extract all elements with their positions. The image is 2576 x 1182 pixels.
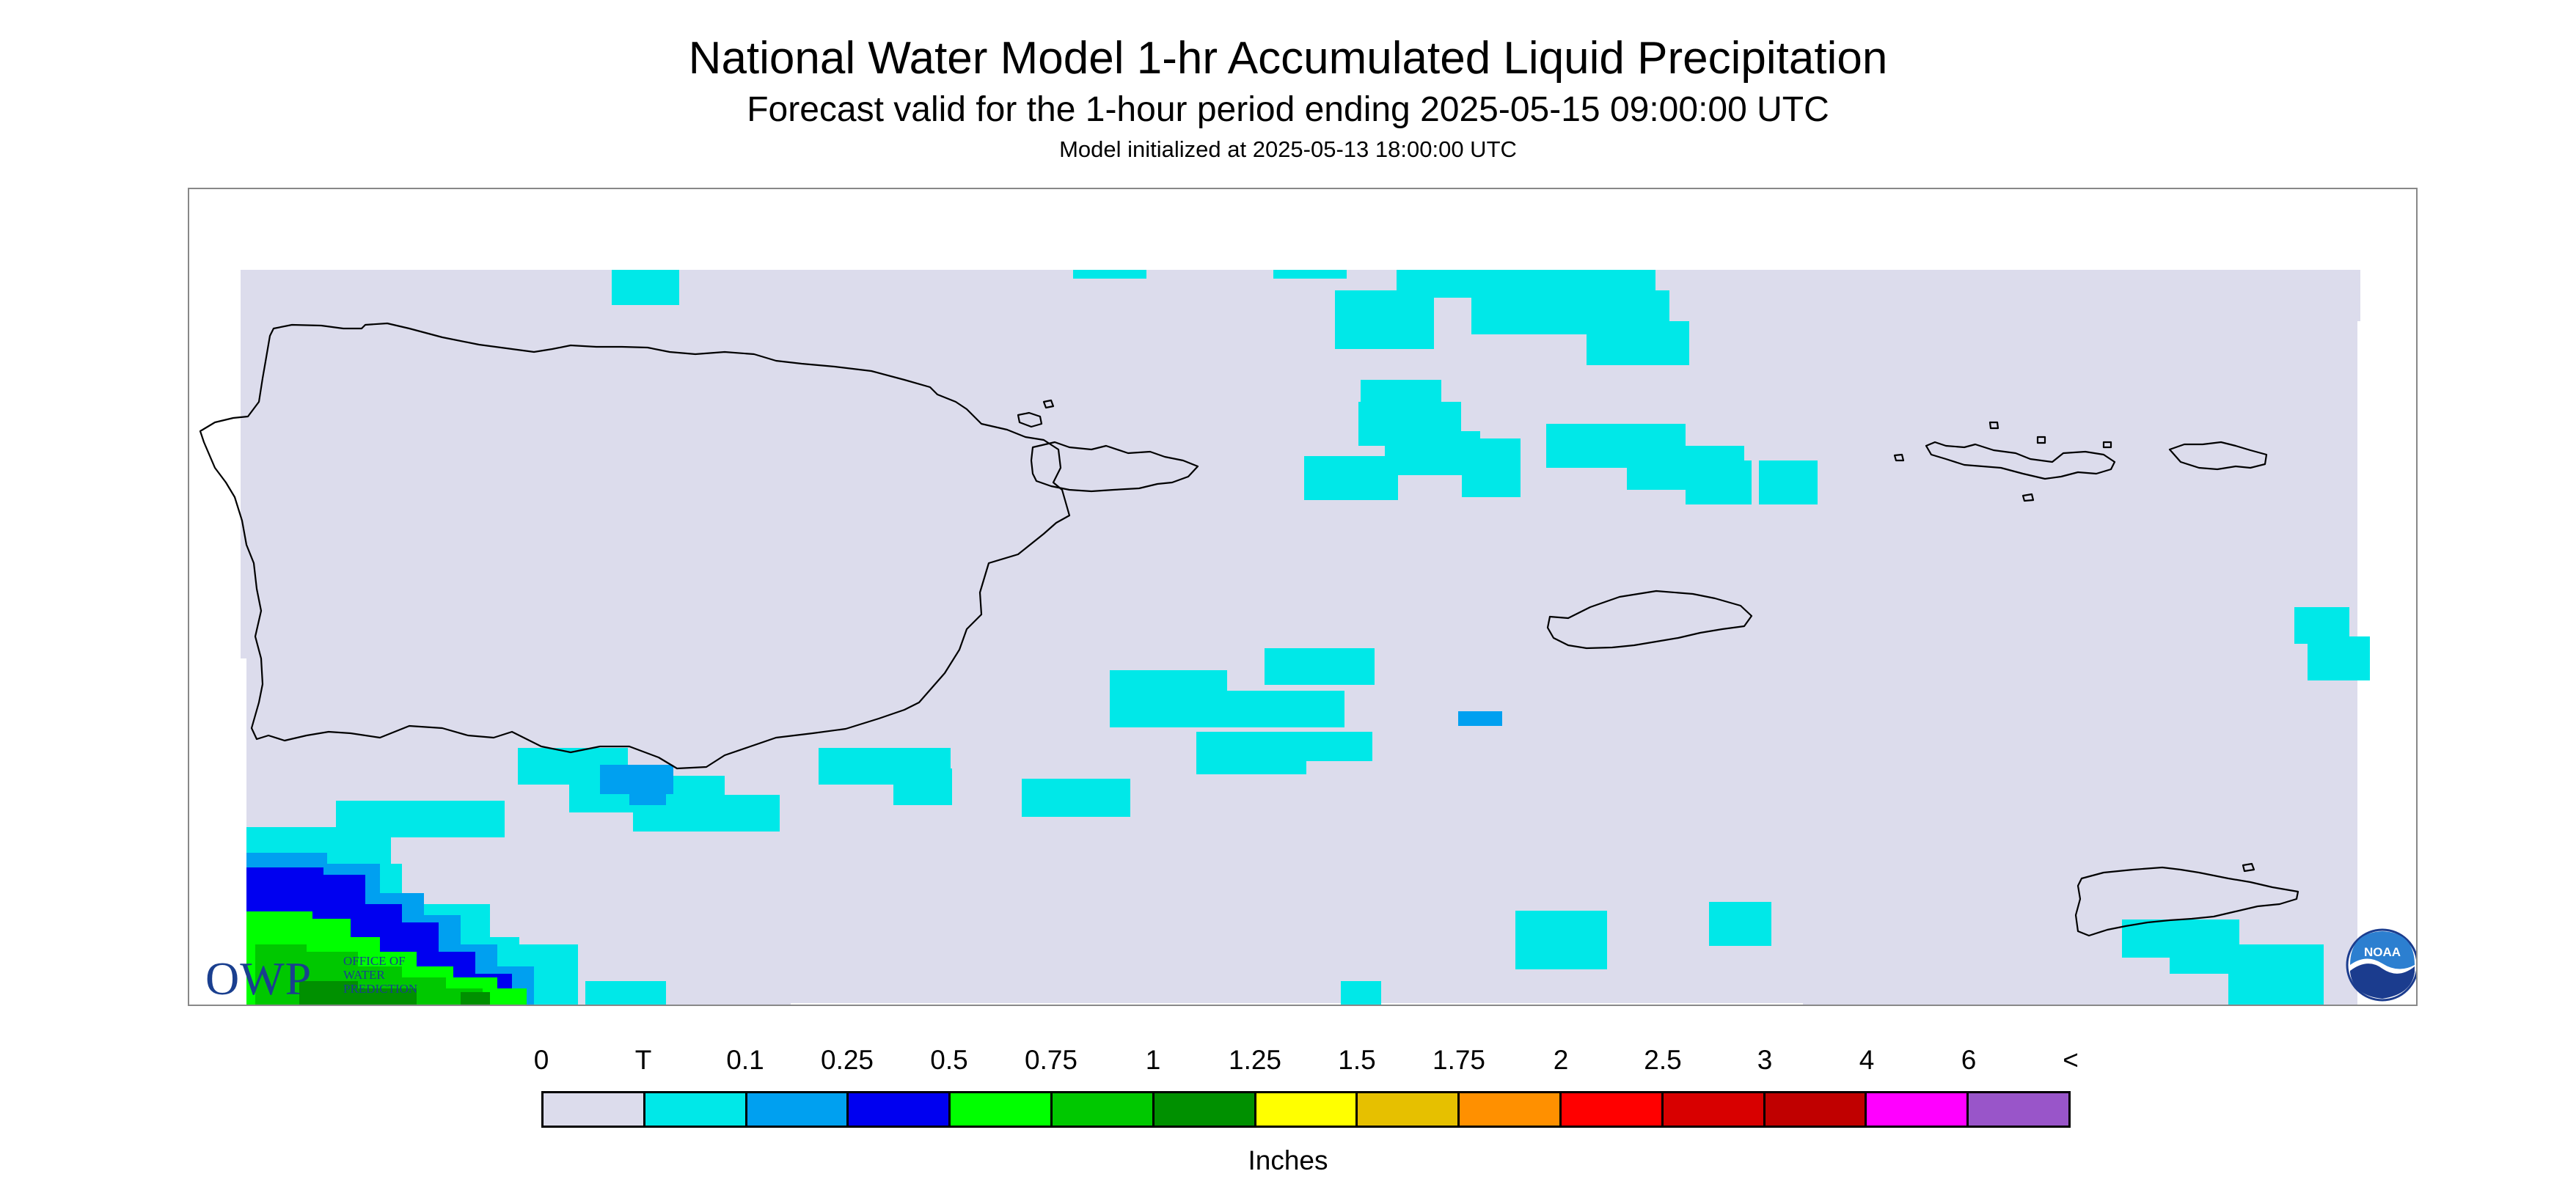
- trace-precip-cell: [2308, 636, 2370, 680]
- colorbar-swatch: [951, 1093, 1053, 1126]
- colorbar-tick-label: 1.25: [1228, 1045, 1282, 1075]
- colorbar-swatch: [1358, 1093, 1460, 1126]
- dark-green-precip-cell: [299, 981, 358, 1005]
- coastline-culebra: [1030, 441, 1199, 493]
- trace-precip-cell: [1678, 460, 1752, 490]
- trace-precip-cell: [2228, 966, 2324, 1005]
- colorbar-tick-label: 1.5: [1338, 1045, 1376, 1075]
- colorbar-swatch: [1765, 1093, 1867, 1126]
- coastline-buck-island: [2242, 862, 2255, 873]
- trace-precip-cell: [1587, 321, 1689, 365]
- coastline-st-croix: [2074, 866, 2299, 937]
- owp-logo-line2: WATER: [343, 968, 385, 982]
- colorbar-tick-label: 0.75: [1024, 1045, 1078, 1075]
- colorbar-unit-label: Inches: [1248, 1145, 1328, 1175]
- coastlines: [199, 322, 2299, 937]
- coastline-small-cay: [1042, 399, 1055, 409]
- trace-precip-cell: [1515, 911, 1607, 969]
- precip-domain-background: [241, 270, 2360, 1005]
- light-precip-cell: [629, 776, 666, 805]
- colorbar-tick-label: <: [2063, 1045, 2079, 1075]
- trace-precip-cell: [446, 805, 447, 806]
- forecast-valid-subtitle: Forecast valid for the 1-hour period end…: [747, 90, 1829, 129]
- coastline-cays-vi: [1893, 421, 2112, 502]
- map-canvas: [199, 270, 2370, 1005]
- colorbar-tick-label: 0.5: [930, 1045, 968, 1075]
- chart-title: National Water Model 1-hr Accumulated Li…: [688, 33, 1888, 84]
- precipitation-field: [241, 270, 2370, 1005]
- trace-precip-cell: [1265, 648, 1375, 685]
- coastline-culebra-vieques-west: [1017, 411, 1043, 428]
- colorbar-tick-label: 6: [1961, 1045, 1977, 1075]
- noaa-logo-text: NOAA: [2364, 945, 2401, 959]
- owp-logo-acronym: OWP: [205, 952, 312, 1005]
- colorbar-swatch: [1867, 1093, 1969, 1126]
- trace-precip-cell: [1110, 691, 1344, 727]
- trace-precip-cell: [1709, 902, 1771, 946]
- colorbar-swatch: [1052, 1093, 1155, 1126]
- colorbar-swatch: [1561, 1093, 1664, 1126]
- trace-precip-cell: [612, 270, 679, 305]
- trace-precip-cell: [1304, 456, 1398, 500]
- colorbar-tick-label: 0.25: [820, 1045, 874, 1075]
- colorbar-swatch: [1663, 1093, 1765, 1126]
- owp-logo-line1: OFFICE OF: [343, 954, 406, 968]
- colorbar-tick-label: 1.75: [1432, 1045, 1486, 1075]
- coastline-puerto-rico: [199, 322, 1071, 770]
- colorbar-swatch: [1154, 1093, 1256, 1126]
- colorbar-swatch: [645, 1093, 747, 1126]
- trace-precip-cell: [1273, 270, 1347, 279]
- colorbar-swatch: [1256, 1093, 1358, 1126]
- colorbar-swatch: [1969, 1093, 2068, 1126]
- colorbar-tick-label: 3: [1757, 1045, 1773, 1075]
- colorbar-swatch: [849, 1093, 951, 1126]
- colorbar-tick-label: T: [634, 1045, 652, 1075]
- colorbar-tick-label: 1: [1145, 1045, 1161, 1075]
- owp-logo: OWP OFFICE OF WATER PREDICTION: [205, 952, 455, 1005]
- coastline-st-john: [2168, 441, 2268, 471]
- colorbar-tick-label: 2.5: [1644, 1045, 1682, 1075]
- colorbar-swatch: [1460, 1093, 1562, 1126]
- model-init-line: Model initialized at 2025-05-13 18:00:00…: [1059, 136, 1517, 162]
- green-precip-cell: [483, 988, 527, 1005]
- trace-precip-cell: [1462, 438, 1521, 497]
- precipitation-map: OWP OFFICE OF WATER PREDICTION NOAA: [188, 188, 2418, 1006]
- colorbar-tick-label: 2: [1553, 1045, 1569, 1075]
- coastline-vieques: [1546, 590, 1753, 650]
- trace-precip-cell: [893, 768, 952, 805]
- light-precip-cell: [1458, 711, 1502, 726]
- colorbar-swatch: [747, 1093, 849, 1126]
- trace-precip-cell: [585, 981, 666, 1005]
- colorbar-tick-label: 4: [1859, 1045, 1875, 1075]
- trace-precip-cell: [1335, 290, 1434, 349]
- colorbar-tick-label: 0.1: [726, 1045, 764, 1075]
- trace-precip-cell: [1759, 460, 1818, 504]
- trace-precip-cell: [1073, 270, 1146, 279]
- dark-green-precip-cell: [351, 988, 417, 1005]
- trace-precip-cell: [1341, 981, 1381, 1005]
- trace-precip-cell: [1196, 752, 1306, 774]
- colorbar-swatch: [544, 1093, 645, 1126]
- colorbar: [541, 1091, 2071, 1128]
- owp-logo-line3: PREDICTION: [343, 982, 418, 996]
- colorbar-legend: 0 T 0.1 0.25 0.5 0.75 1 1.25 1.5 1.75 2 2.5 3 4 6 < Inc…: [0, 1027, 2576, 1182]
- dark-green-precip-cell: [461, 992, 490, 1005]
- coastline-st-thomas-st-john: [1925, 441, 2116, 480]
- colorbar-tick-label: 0: [533, 1045, 549, 1075]
- noaa-logo: NOAA: [2346, 928, 2416, 1002]
- trace-precip-cell: [1022, 779, 1130, 817]
